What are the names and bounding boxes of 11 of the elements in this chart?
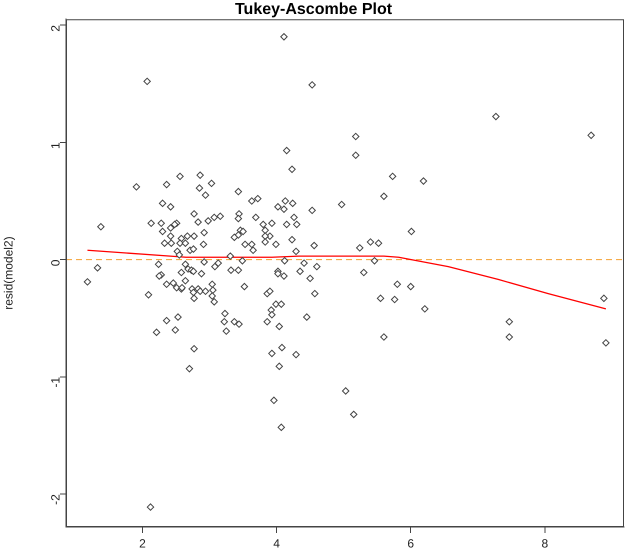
y-tick-label: -1: [48, 376, 62, 388]
y-tick-label: 0: [48, 259, 62, 266]
x-tick-label: 4: [273, 536, 280, 551]
x-tick-label: 8: [542, 536, 549, 551]
y-tick-label: -2: [48, 494, 62, 505]
x-tick-label: 6: [407, 536, 414, 551]
y-tick-label: 2: [48, 24, 62, 32]
y-axis-title: resid(model2): [2, 236, 16, 310]
y-tick-label: 1: [48, 142, 62, 150]
x-tick-label: 2: [139, 536, 146, 551]
chart-title: Tukey-Ascombe Plot: [234, 1, 393, 18]
